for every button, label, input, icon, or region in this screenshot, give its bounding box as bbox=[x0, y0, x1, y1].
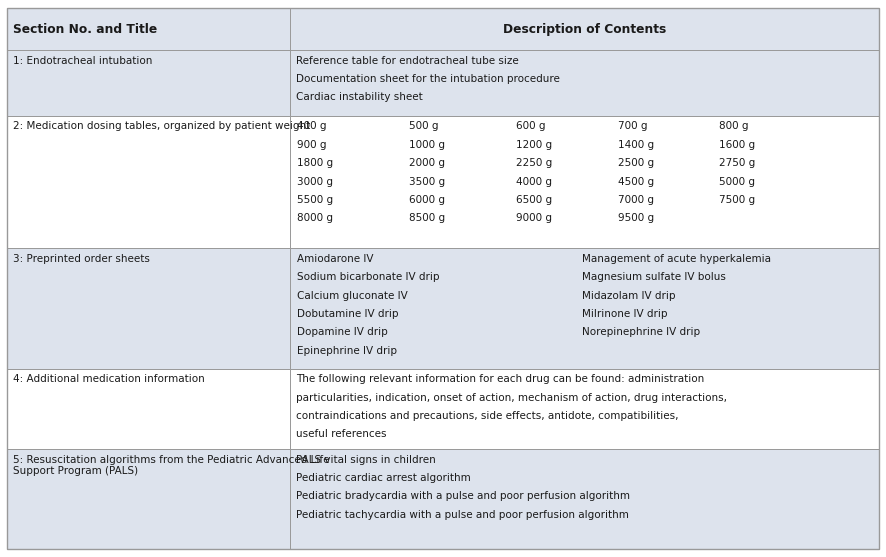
Text: 1: Endotracheal intubation: 1: Endotracheal intubation bbox=[13, 56, 152, 66]
Text: 2750 g: 2750 g bbox=[719, 158, 756, 168]
Bar bbox=[7, 8, 879, 50]
Text: Management of acute hyperkalemia: Management of acute hyperkalemia bbox=[582, 254, 771, 264]
Bar bbox=[290, 248, 879, 369]
Text: Section No. and Title: Section No. and Title bbox=[13, 23, 158, 36]
Text: 2500 g: 2500 g bbox=[618, 158, 654, 168]
Text: Cardiac instability sheet: Cardiac instability sheet bbox=[296, 92, 423, 102]
Text: Pediatric bradycardia with a pulse and poor perfusion algorithm: Pediatric bradycardia with a pulse and p… bbox=[296, 491, 630, 501]
Text: Pediatric cardiac arrest algorithm: Pediatric cardiac arrest algorithm bbox=[296, 473, 470, 483]
Text: Sodium bicarbonate IV drip: Sodium bicarbonate IV drip bbox=[297, 272, 439, 282]
Text: 6000 g: 6000 g bbox=[409, 195, 446, 205]
Text: Reference table for endotracheal tube size: Reference table for endotracheal tube si… bbox=[296, 56, 518, 66]
Text: 9500 g: 9500 g bbox=[618, 213, 654, 223]
Bar bbox=[290, 116, 879, 248]
Text: useful references: useful references bbox=[296, 429, 386, 439]
Text: 3: Preprinted order sheets: 3: Preprinted order sheets bbox=[13, 254, 150, 264]
Text: 7000 g: 7000 g bbox=[618, 195, 654, 205]
Text: 1800 g: 1800 g bbox=[297, 158, 333, 168]
Text: particularities, indication, onset of action, mechanism of action, drug interact: particularities, indication, onset of ac… bbox=[296, 393, 727, 403]
Text: 800 g: 800 g bbox=[719, 121, 749, 131]
Text: 5: Resuscitation algorithms from the Pediatric Advanced Life
Support Program (PA: 5: Resuscitation algorithms from the Ped… bbox=[13, 455, 330, 476]
Text: 700 g: 700 g bbox=[618, 121, 647, 131]
Text: Pediatric tachycardia with a pulse and poor perfusion algorithm: Pediatric tachycardia with a pulse and p… bbox=[296, 510, 629, 520]
Text: 1400 g: 1400 g bbox=[618, 140, 654, 150]
Text: 3000 g: 3000 g bbox=[297, 177, 333, 187]
Text: 4500 g: 4500 g bbox=[618, 177, 654, 187]
Text: Dopamine IV drip: Dopamine IV drip bbox=[297, 328, 387, 338]
Text: 2000 g: 2000 g bbox=[409, 158, 446, 168]
Text: 500 g: 500 g bbox=[409, 121, 439, 131]
Text: 5000 g: 5000 g bbox=[719, 177, 756, 187]
Text: 6500 g: 6500 g bbox=[516, 195, 552, 205]
Text: Milrinone IV drip: Milrinone IV drip bbox=[582, 309, 668, 319]
Bar bbox=[7, 50, 290, 116]
Bar bbox=[290, 449, 879, 549]
Text: Dobutamine IV drip: Dobutamine IV drip bbox=[297, 309, 399, 319]
Text: 2: Medication dosing tables, organized by patient weight: 2: Medication dosing tables, organized b… bbox=[13, 121, 310, 131]
Bar bbox=[7, 449, 290, 549]
Bar bbox=[290, 369, 879, 449]
Text: 4000 g: 4000 g bbox=[516, 177, 552, 187]
Text: 8000 g: 8000 g bbox=[297, 213, 333, 223]
Bar bbox=[290, 50, 879, 116]
Text: Norepinephrine IV drip: Norepinephrine IV drip bbox=[582, 328, 700, 338]
Bar bbox=[7, 248, 290, 369]
Text: 1600 g: 1600 g bbox=[719, 140, 756, 150]
Text: Description of Contents: Description of Contents bbox=[502, 23, 666, 36]
Text: 1000 g: 1000 g bbox=[409, 140, 446, 150]
Text: Calcium gluconate IV: Calcium gluconate IV bbox=[297, 291, 408, 301]
Text: PALS vital signs in children: PALS vital signs in children bbox=[296, 455, 436, 465]
Text: 3500 g: 3500 g bbox=[409, 177, 446, 187]
Text: Epinephrine IV drip: Epinephrine IV drip bbox=[297, 346, 397, 356]
Text: contraindications and precautions, side effects, antidote, compatibilities,: contraindications and precautions, side … bbox=[296, 411, 679, 421]
Text: Documentation sheet for the intubation procedure: Documentation sheet for the intubation p… bbox=[296, 74, 560, 84]
Text: Midazolam IV drip: Midazolam IV drip bbox=[582, 291, 676, 301]
Text: 4: Additional medication information: 4: Additional medication information bbox=[13, 374, 205, 384]
Text: 400 g: 400 g bbox=[297, 121, 326, 131]
Text: 5500 g: 5500 g bbox=[297, 195, 333, 205]
Text: Amiodarone IV: Amiodarone IV bbox=[297, 254, 373, 264]
Text: 9000 g: 9000 g bbox=[516, 213, 552, 223]
Bar bbox=[7, 116, 290, 248]
Text: 7500 g: 7500 g bbox=[719, 195, 756, 205]
Text: 1200 g: 1200 g bbox=[516, 140, 552, 150]
Text: 600 g: 600 g bbox=[516, 121, 545, 131]
Text: Magnesium sulfate IV bolus: Magnesium sulfate IV bolus bbox=[582, 272, 726, 282]
Text: 2250 g: 2250 g bbox=[516, 158, 552, 168]
Text: The following relevant information for each drug can be found: administration: The following relevant information for e… bbox=[296, 374, 704, 384]
Bar bbox=[7, 369, 290, 449]
Text: 8500 g: 8500 g bbox=[409, 213, 446, 223]
Text: 900 g: 900 g bbox=[297, 140, 326, 150]
